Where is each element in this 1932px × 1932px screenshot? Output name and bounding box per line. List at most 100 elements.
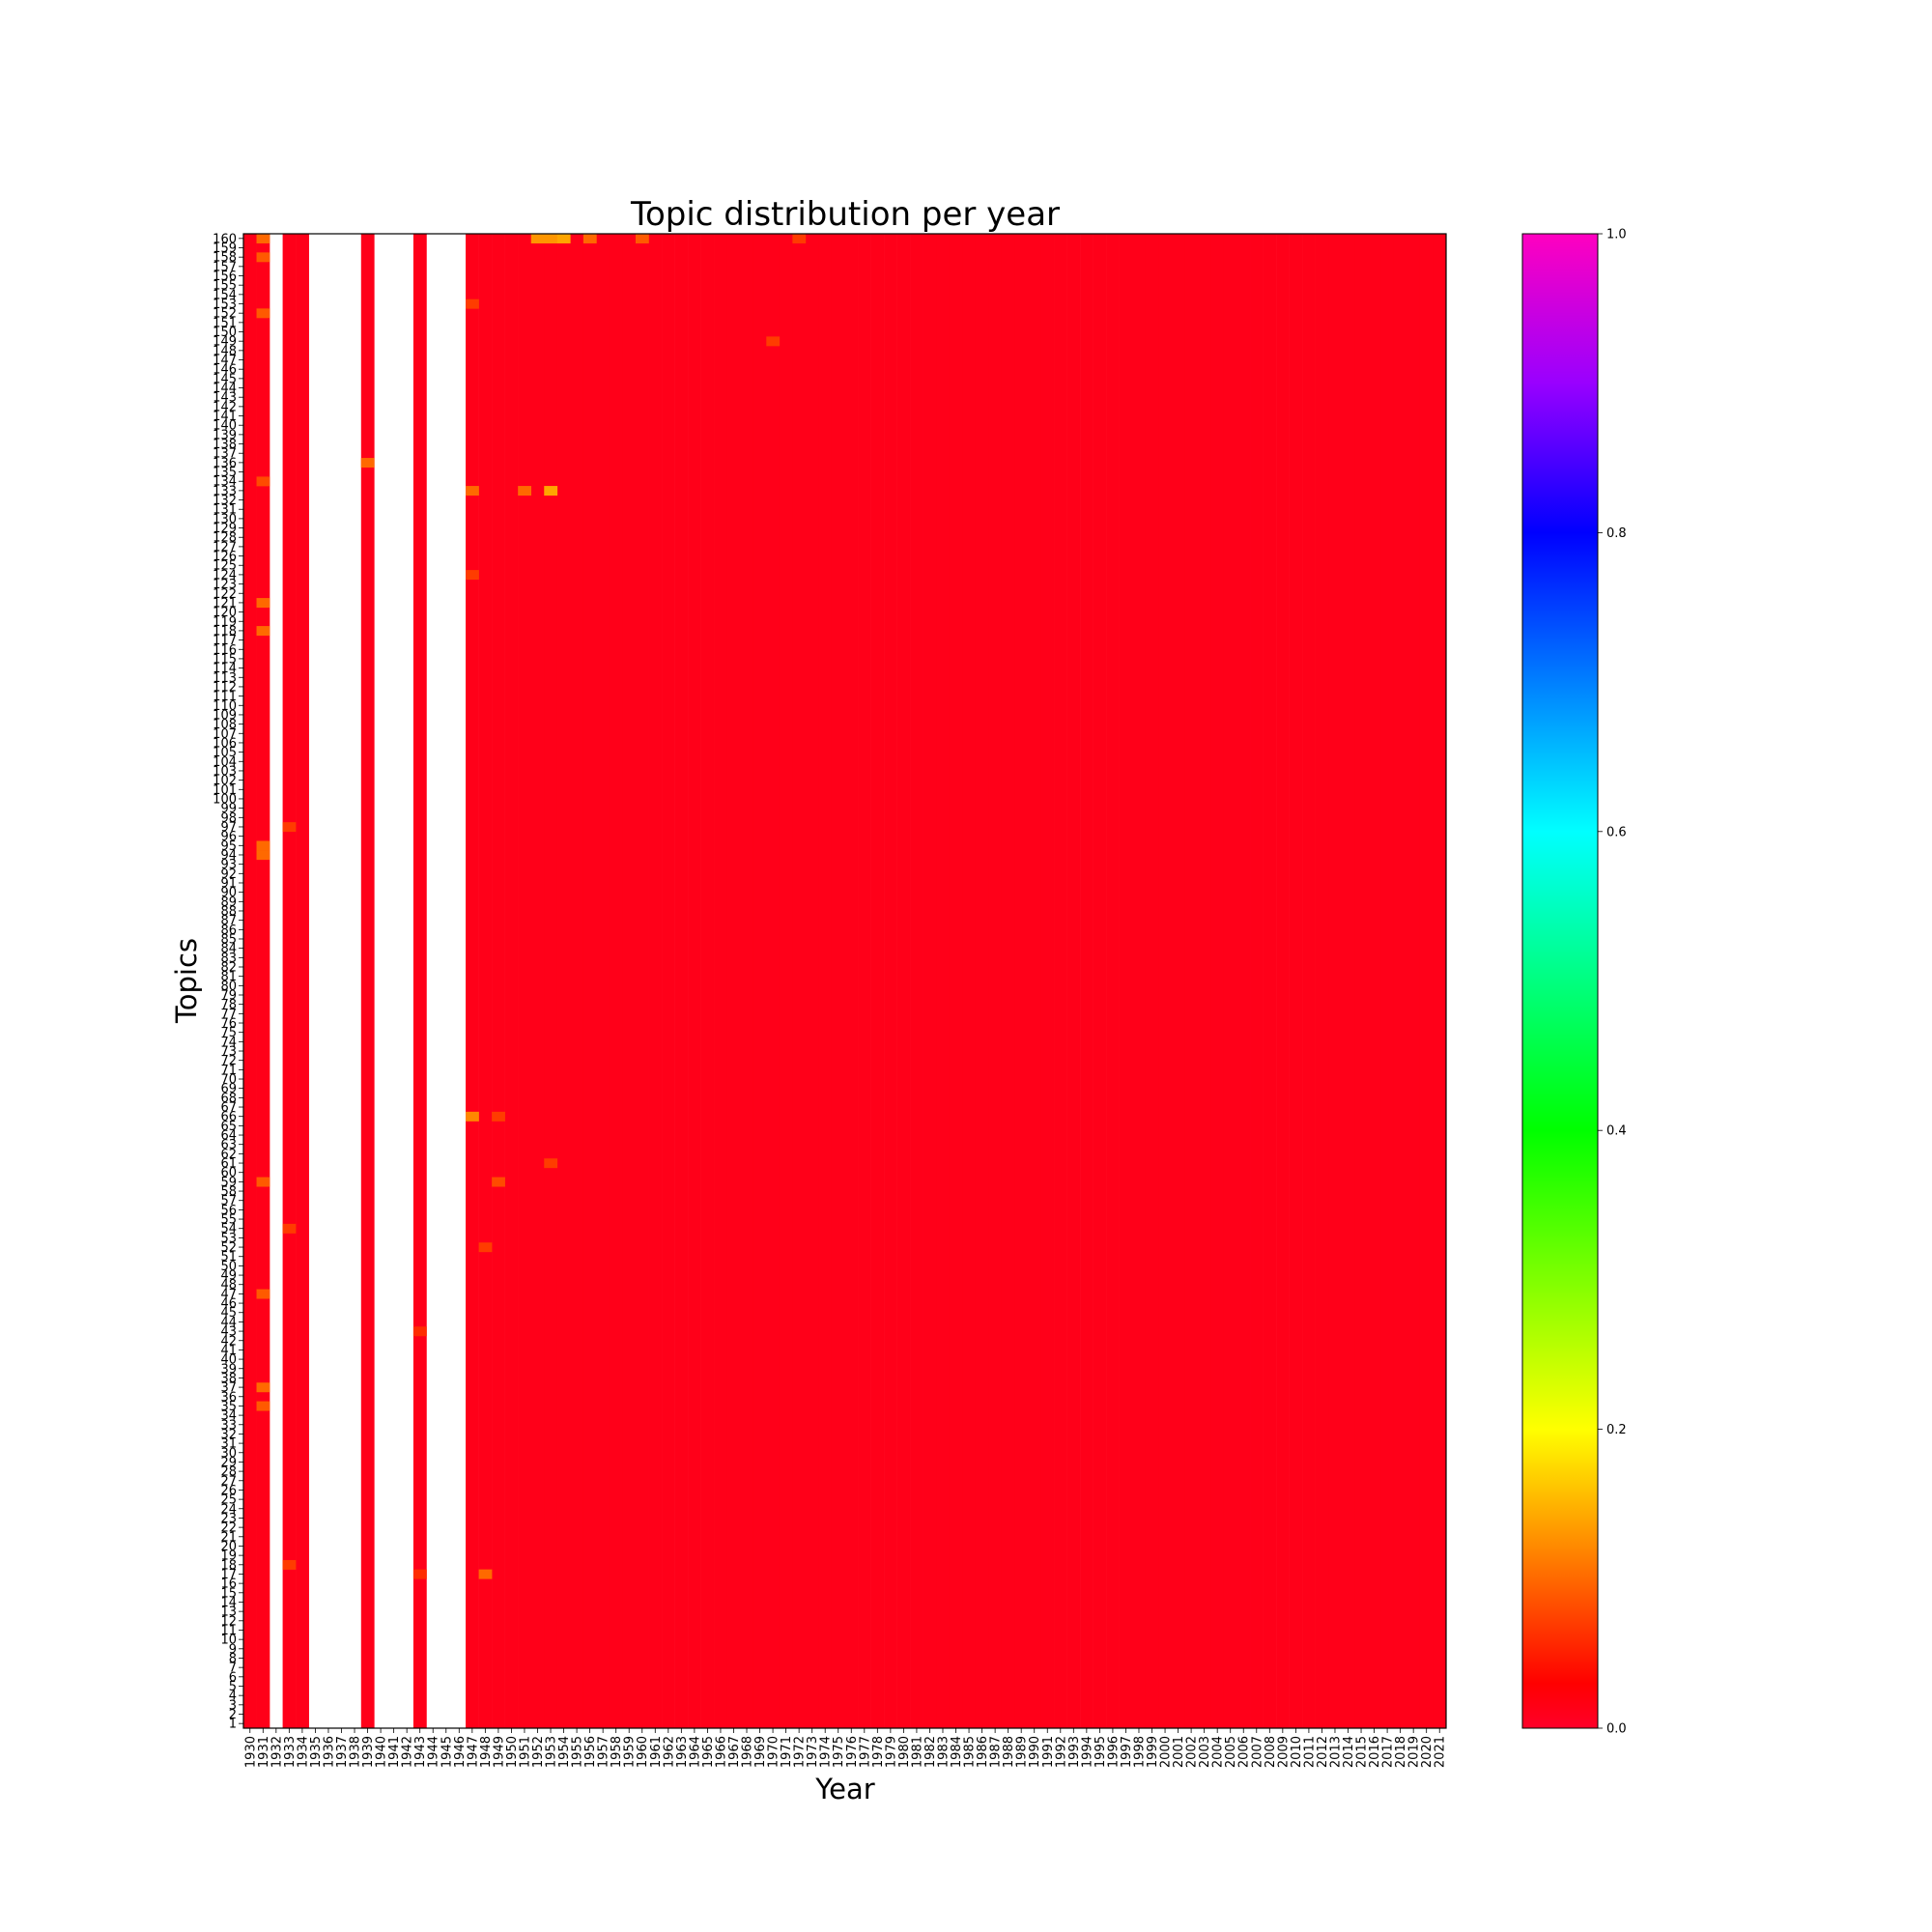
y-tick-label: 49 — [220, 1269, 237, 1284]
y-tick-label: 138 — [213, 438, 237, 452]
y-tick-label: 155 — [213, 279, 237, 294]
heatmap-column-2001 — [1171, 234, 1185, 1728]
heatmap-column-1981 — [910, 234, 923, 1728]
y-tick-label: 22 — [220, 1521, 237, 1536]
x-tick-label: 1939 — [361, 1736, 376, 1768]
heatmap-column-1995 — [1093, 234, 1107, 1728]
y-tick-label: 149 — [213, 335, 237, 350]
heatmap-column-1931 — [256, 234, 270, 1728]
x-tick-label: 1965 — [701, 1736, 716, 1768]
heatmap-column-1971 — [779, 234, 793, 1728]
y-tick-label: 159 — [213, 242, 237, 256]
heatmap-column-2009 — [1276, 234, 1290, 1728]
colorbar — [1521, 233, 1599, 1729]
x-tick-label: 1947 — [466, 1736, 480, 1768]
x-tick-label: 1985 — [963, 1736, 978, 1768]
y-tick-label: 126 — [213, 550, 237, 564]
y-tick-label: 46 — [220, 1297, 237, 1312]
x-tick-label: 1946 — [453, 1736, 468, 1768]
y-tick-label: 153 — [213, 298, 237, 312]
x-axis-label: Year — [814, 1773, 874, 1805]
y-tick-label: 54 — [220, 1222, 237, 1236]
y-tick-label: 35 — [220, 1400, 237, 1414]
y-tick-label: 69 — [220, 1082, 237, 1096]
heatmap-column-1998 — [1132, 234, 1147, 1728]
heatmap-column-2015 — [1354, 234, 1369, 1728]
y-tick-label: 21 — [220, 1530, 237, 1545]
heatmap-column-2008 — [1263, 234, 1277, 1728]
y-tick-label: 109 — [213, 708, 237, 723]
y-tick-label: 34 — [220, 1409, 237, 1424]
heatmap-column-2004 — [1210, 234, 1225, 1728]
y-tick-label: 7 — [229, 1662, 237, 1676]
y-tick-label: 114 — [213, 662, 237, 676]
heatmap-column-1973 — [805, 234, 819, 1728]
y-tick-label: 113 — [213, 671, 237, 686]
y-tick-label: 2 — [229, 1708, 237, 1722]
heatmap-cell-1943-17 — [412, 1569, 427, 1579]
x-tick-label: 1972 — [793, 1736, 808, 1768]
y-tick-label: 143 — [213, 391, 237, 406]
x-tick-label: 1950 — [505, 1736, 520, 1768]
y-tick-label: 52 — [220, 1241, 237, 1256]
heatmap-column-2016 — [1367, 234, 1381, 1728]
y-tick-label: 60 — [220, 1166, 237, 1180]
y-tick-label: 124 — [213, 568, 237, 582]
x-tick-label: 1967 — [727, 1736, 742, 1768]
y-tick-label: 6 — [229, 1670, 237, 1685]
y-tick-label: 67 — [220, 1101, 237, 1116]
y-tick-label: 108 — [213, 718, 237, 732]
x-tick-label: 1998 — [1132, 1736, 1147, 1768]
y-tick-label: 73 — [220, 1045, 237, 1060]
heatmap-column-1947 — [466, 234, 479, 1728]
y-tick-label: 58 — [220, 1185, 237, 1200]
y-tick-label: 53 — [220, 1232, 237, 1246]
y-tick-label: 133 — [213, 484, 237, 498]
y-tick-label: 91 — [220, 876, 237, 891]
x-tick-label: 1988 — [1002, 1736, 1016, 1768]
y-tick-label: 83 — [220, 952, 237, 966]
x-tick-label: 1975 — [832, 1736, 846, 1768]
heatmap-column-1966 — [714, 234, 727, 1728]
y-tick-label: 110 — [213, 699, 237, 714]
x-tick-label: 2012 — [1316, 1736, 1330, 1768]
x-tick-label: 1982 — [923, 1736, 938, 1768]
heatmap-column-1988 — [1001, 234, 1015, 1728]
y-tick-label: 75 — [220, 1026, 237, 1040]
heatmap-column-1999 — [1145, 234, 1159, 1728]
heatmap-column-1978 — [870, 234, 885, 1728]
heatmap-column-2006 — [1236, 234, 1251, 1728]
heatmap-cell-1956-160 — [582, 234, 597, 243]
y-tick-label: 44 — [220, 1316, 237, 1330]
y-tick-label: 104 — [213, 755, 237, 770]
x-tick-label: 1938 — [349, 1736, 363, 1768]
y-tick-label: 48 — [220, 1278, 237, 1293]
y-axis-label: Topics — [170, 938, 203, 1024]
y-tick-label: 134 — [213, 475, 237, 490]
heatmap-column-2010 — [1289, 234, 1303, 1728]
heatmap-cell-1947-124 — [466, 570, 479, 581]
y-tick-label: 105 — [213, 746, 237, 760]
y-tick-label: 71 — [220, 1064, 237, 1078]
plot-frame — [242, 233, 1447, 1729]
y-tick-label: 8 — [229, 1652, 237, 1666]
heatmap-column-1963 — [674, 234, 689, 1728]
heatmap-column-1994 — [1080, 234, 1094, 1728]
heatmap-grid — [243, 234, 1447, 1728]
heatmap-cell-1952-160 — [530, 234, 545, 243]
y-tick-label: 129 — [213, 522, 237, 536]
heatmap-column-2007 — [1250, 234, 1264, 1728]
y-tick-label: 157 — [213, 260, 237, 274]
heatmap-column-1965 — [700, 234, 715, 1728]
y-tick-label: 131 — [213, 503, 237, 518]
x-tick-label: 2006 — [1237, 1736, 1252, 1768]
y-tick-label: 76 — [220, 1017, 237, 1032]
y-tick-label: 96 — [220, 830, 237, 844]
x-tick-label: 1993 — [1067, 1736, 1082, 1768]
x-tick-label: 2004 — [1211, 1736, 1226, 1768]
heatmap-column-1968 — [740, 234, 754, 1728]
y-tick-label: 80 — [220, 980, 237, 994]
y-tick-label: 70 — [220, 1073, 237, 1088]
y-tick-label: 122 — [213, 587, 237, 602]
y-tick-label: 85 — [220, 932, 237, 947]
